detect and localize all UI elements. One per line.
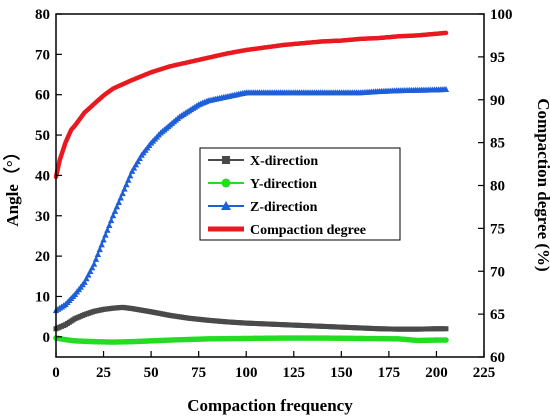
y-left-tick-label: 30: [35, 209, 50, 225]
data-point-z-direction: [109, 212, 117, 219]
data-point-z-direction: [123, 181, 130, 188]
data-point-z-direction: [88, 264, 96, 271]
data-point-z-direction: [85, 271, 92, 278]
data-point-z-direction: [125, 176, 132, 183]
data-point-z-direction: [115, 198, 122, 205]
plot-markers: [52, 85, 450, 345]
y-left-tick-label: 0: [43, 330, 51, 346]
legend-triangle-marker-icon: [221, 201, 231, 210]
y-left-tick-label: 80: [35, 7, 50, 23]
data-point-z-direction: [94, 251, 102, 258]
data-point-z-direction: [134, 158, 141, 165]
legend-square-marker-icon: [222, 156, 230, 164]
y-right-tick-label: 95: [490, 50, 505, 66]
legend-item-z-direction: Z-direction: [208, 200, 318, 215]
x-tick-label: 0: [52, 365, 60, 381]
y-right-tick-label: 100: [490, 7, 513, 23]
data-point-z-direction: [132, 161, 140, 168]
x-tick-label: 225: [473, 365, 496, 381]
data-point-z-direction: [442, 85, 450, 92]
data-point-z-direction: [83, 275, 90, 282]
x-axis: 0 25 50 75 100 125 150 175 200 225: [52, 351, 495, 381]
y-left-tick-label: 20: [35, 249, 50, 265]
data-point-z-direction: [87, 267, 94, 274]
data-point-z-direction: [130, 164, 138, 171]
legend-item-x-direction: X-direction: [208, 154, 318, 169]
data-point-z-direction: [111, 207, 119, 214]
legend-box: [199, 147, 401, 241]
y-axis-left-title: Angle（°）: [2, 143, 22, 226]
data-point-z-direction: [100, 236, 107, 243]
x-axis-title: Compaction frequency: [187, 396, 353, 415]
data-point-z-direction: [98, 241, 105, 248]
y-right-tick-label: 90: [490, 93, 505, 109]
data-point-z-direction: [117, 194, 124, 201]
y-right-tick-label: 80: [490, 179, 505, 195]
data-point-z-direction: [102, 231, 109, 238]
y-left-tick-label: 60: [35, 88, 50, 104]
y-right-tick-label: 75: [490, 221, 505, 237]
x-tick-label: 25: [96, 365, 111, 381]
data-point-z-direction: [107, 217, 115, 224]
series-line-compaction-degree: [53, 30, 449, 180]
y-left-tick-label: 40: [35, 168, 50, 184]
x-tick-label: 50: [144, 365, 159, 381]
data-point-y-direction: [443, 337, 449, 343]
data-point-z-direction: [81, 278, 88, 285]
data-point-x-direction: [443, 326, 449, 332]
x-tick-label: 175: [378, 365, 401, 381]
legend: X-direction Y-direction Z-direction Comp…: [199, 147, 401, 241]
x-tick-label: 75: [191, 365, 206, 381]
y-axis-left: 0 10 20 30 40 50 60 70 80: [35, 7, 62, 346]
legend-item-compaction-degree: Compaction degree: [208, 223, 366, 238]
legend-item-y-direction: Y-direction: [208, 177, 317, 192]
x-tick-label: 200: [425, 365, 448, 381]
y-right-tick-label: 60: [490, 350, 505, 366]
data-point-z-direction: [128, 167, 136, 174]
y-right-tick-label: 85: [490, 136, 505, 152]
data-point-z-direction: [113, 203, 121, 210]
legend-label: X-direction: [250, 154, 318, 169]
legend-label: Y-direction: [250, 177, 317, 192]
legend-circle-marker-icon: [221, 178, 231, 188]
y-right-tick-label: 70: [490, 264, 505, 280]
data-point-z-direction: [90, 260, 98, 267]
x-tick-label: 150: [330, 365, 353, 381]
y-left-tick-label: 70: [35, 47, 50, 63]
y-left-tick-label: 10: [35, 289, 50, 305]
x-tick-label: 125: [283, 365, 306, 381]
data-point-z-direction: [104, 226, 111, 233]
legend-label: Compaction degree: [250, 223, 366, 238]
y-axis-right-title: Compaction degree (%): [534, 98, 550, 271]
y-left-tick-label: 50: [35, 128, 50, 144]
x-tick-label: 100: [235, 365, 258, 381]
data-point-z-direction: [119, 190, 126, 197]
data-point-z-direction: [121, 185, 128, 192]
data-point-z-direction: [92, 255, 100, 262]
legend-label: Z-direction: [250, 200, 318, 215]
y-axis-right: 60 65 70 75 80 85 90 95 100: [478, 7, 513, 366]
y-right-tick-label: 65: [490, 307, 505, 323]
data-point-z-direction: [126, 172, 134, 179]
data-point-z-direction: [106, 221, 113, 228]
data-point-z-direction: [136, 154, 143, 161]
data-point-z-direction: [96, 246, 103, 253]
